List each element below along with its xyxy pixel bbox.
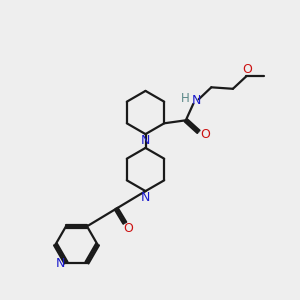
Text: O: O bbox=[242, 63, 252, 76]
Text: N: N bbox=[56, 257, 65, 270]
Text: O: O bbox=[123, 222, 133, 235]
Text: H: H bbox=[181, 92, 189, 105]
Text: N: N bbox=[141, 191, 150, 204]
Text: N: N bbox=[192, 94, 202, 107]
Text: O: O bbox=[200, 128, 210, 141]
Text: N: N bbox=[141, 134, 150, 147]
